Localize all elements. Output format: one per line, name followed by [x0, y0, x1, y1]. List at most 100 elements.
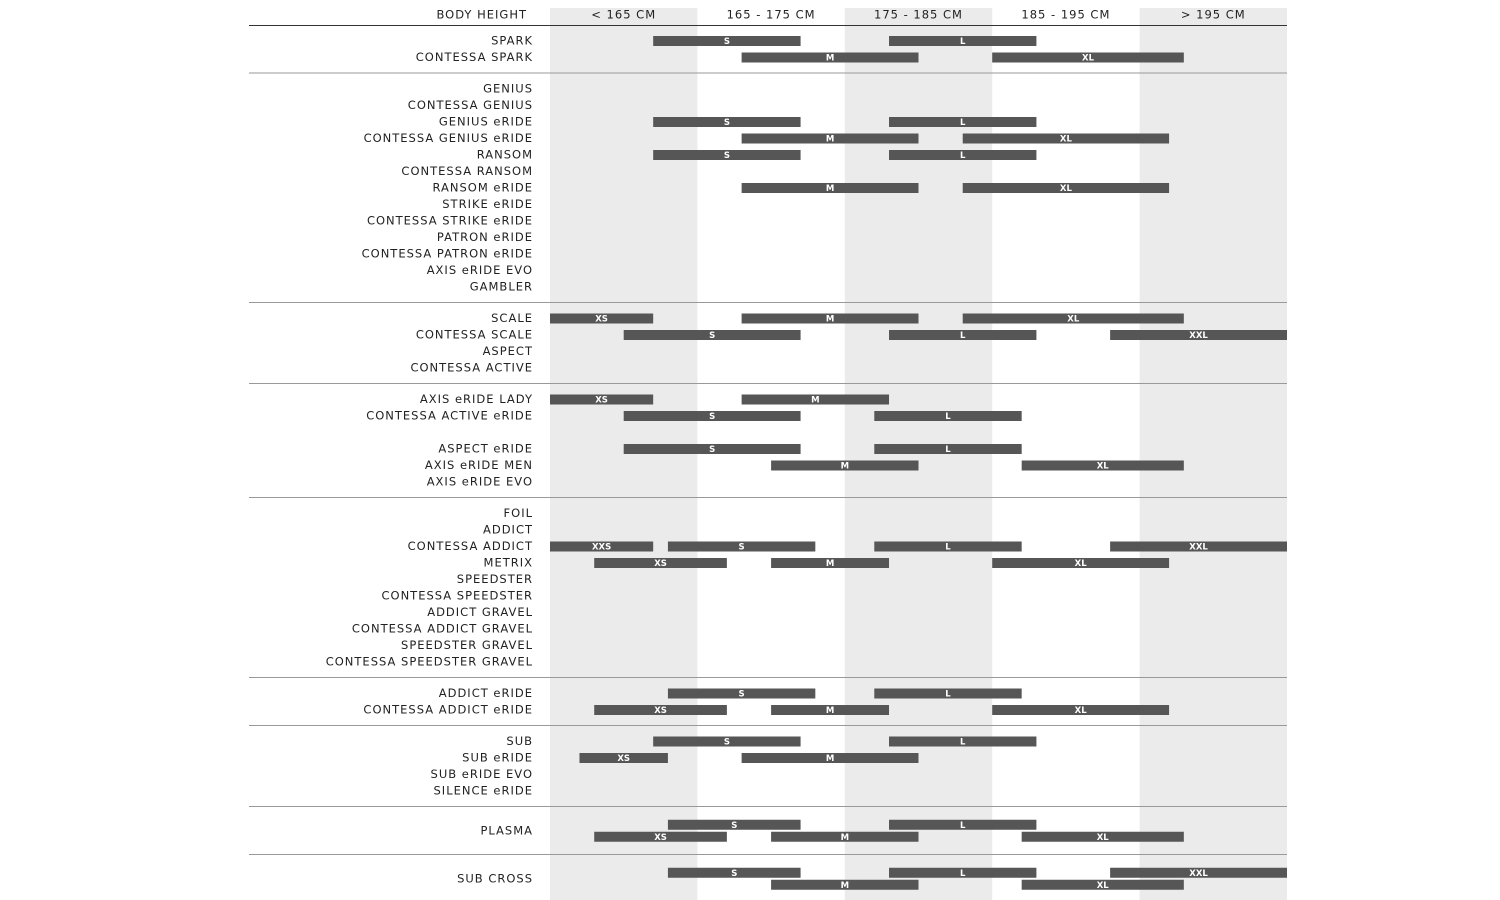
size-label: L — [960, 151, 966, 161]
model-name: CONTESSA ADDICT GRAVEL — [352, 622, 533, 636]
column-label: > 195 CM — [1181, 8, 1246, 22]
size-bar — [623, 330, 801, 340]
size-bar — [992, 52, 1184, 63]
size-label: M — [826, 184, 834, 194]
size-label: XL — [1097, 833, 1110, 843]
size-bar — [741, 394, 890, 405]
size-label: S — [724, 37, 730, 47]
size-bar — [889, 867, 1037, 878]
size-bar — [550, 541, 654, 552]
size-bar — [667, 541, 816, 552]
size-label: S — [724, 151, 730, 161]
model-name: CONTESSA ACTIVE — [410, 361, 533, 375]
size-bar — [623, 411, 801, 421]
size-bar — [741, 753, 919, 763]
model-name: CONTESSA STRIKE eRIDE — [367, 214, 533, 228]
model-name: CONTESSA PATRON eRIDE — [362, 247, 533, 261]
size-bar — [889, 117, 1037, 127]
size-bar — [771, 831, 919, 842]
size-label: XXL — [1189, 869, 1208, 879]
model-name: ADDICT eRIDE — [439, 686, 533, 700]
size-bar — [667, 819, 801, 830]
model-name: AXIS eRIDE EVO — [427, 263, 533, 277]
size-bar — [874, 688, 1022, 699]
size-label: S — [709, 445, 715, 455]
size-bar — [1110, 867, 1287, 878]
size-label: M — [811, 396, 819, 406]
size-label: XL — [1097, 881, 1110, 891]
size-label: XXL — [1189, 331, 1208, 341]
size-bar — [771, 558, 890, 568]
model-name: SPEEDSTER GRAVEL — [401, 638, 533, 652]
size-label: L — [960, 869, 966, 879]
column-label: 165 - 175 CM — [727, 8, 816, 22]
column-label: 185 - 195 CM — [1021, 8, 1110, 22]
size-bar — [550, 394, 654, 405]
size-bar — [653, 150, 801, 160]
model-name: CONTESSA GENIUS eRIDE — [364, 131, 533, 145]
size-bar — [992, 558, 1170, 568]
size-bar — [594, 558, 727, 568]
model-name: CONTESSA SPEEDSTER — [381, 589, 533, 603]
model-name: ASPECT — [483, 344, 533, 358]
size-label: M — [826, 135, 834, 145]
model-name: SUB eRIDE — [462, 751, 533, 765]
size-label: XS — [654, 559, 667, 569]
model-name: GENIUS — [483, 82, 533, 96]
size-label: S — [731, 869, 737, 879]
column-band — [1139, 8, 1287, 900]
model-name: SPARK — [491, 34, 533, 48]
header-label: BODY HEIGHT — [436, 8, 527, 22]
model-name: ASPECT eRIDE — [438, 442, 533, 456]
model-name: ADDICT — [483, 523, 533, 537]
size-label: XXS — [592, 543, 611, 553]
model-name: SUB eRIDE EVO — [431, 767, 533, 781]
model-name: CONTESSA ADDICT eRIDE — [363, 703, 533, 717]
size-bar — [1021, 879, 1184, 890]
size-label: XL — [1060, 135, 1073, 145]
model-name: CONTESSA SPARK — [416, 50, 533, 64]
model-name: AXIS eRIDE EVO — [427, 475, 533, 489]
column-label: < 165 CM — [591, 8, 656, 22]
model-name: GENIUS eRIDE — [439, 115, 533, 129]
size-bar — [874, 411, 1022, 421]
model-name: RANSOM — [477, 148, 533, 162]
size-label: L — [945, 690, 951, 700]
size-bar — [771, 705, 890, 715]
size-bar — [623, 444, 801, 454]
size-label: L — [960, 118, 966, 128]
size-bar — [889, 330, 1037, 340]
size-bar — [771, 879, 919, 890]
model-name: CONTESSA RANSOM — [401, 164, 533, 178]
model-name: GAMBLER — [470, 280, 533, 294]
size-bar — [653, 117, 801, 127]
size-bar — [889, 36, 1037, 46]
size-bar — [653, 736, 801, 747]
size-label: XS — [595, 315, 608, 325]
size-bar — [741, 313, 919, 324]
model-name: AXIS eRIDE MEN — [425, 458, 533, 472]
model-name: SUB — [506, 734, 533, 748]
size-label: M — [841, 881, 849, 891]
model-name: STRIKE eRIDE — [442, 197, 533, 211]
size-label: S — [731, 821, 737, 831]
size-label: XL — [1075, 559, 1088, 569]
size-label: XS — [654, 833, 667, 843]
size-bar — [741, 133, 919, 144]
model-name: RANSOM eRIDE — [432, 181, 533, 195]
size-bar — [962, 133, 1170, 144]
size-label: XXL — [1189, 543, 1208, 553]
size-label: S — [739, 690, 745, 700]
size-label: S — [709, 331, 715, 341]
size-bar — [1021, 831, 1184, 842]
size-bar — [579, 753, 668, 763]
size-bar — [771, 460, 919, 471]
size-label: XL — [1060, 184, 1073, 194]
size-label: M — [826, 754, 834, 764]
size-label: L — [960, 738, 966, 748]
size-label: XL — [1067, 315, 1080, 325]
size-label: M — [841, 462, 849, 472]
size-bar — [874, 541, 1022, 552]
